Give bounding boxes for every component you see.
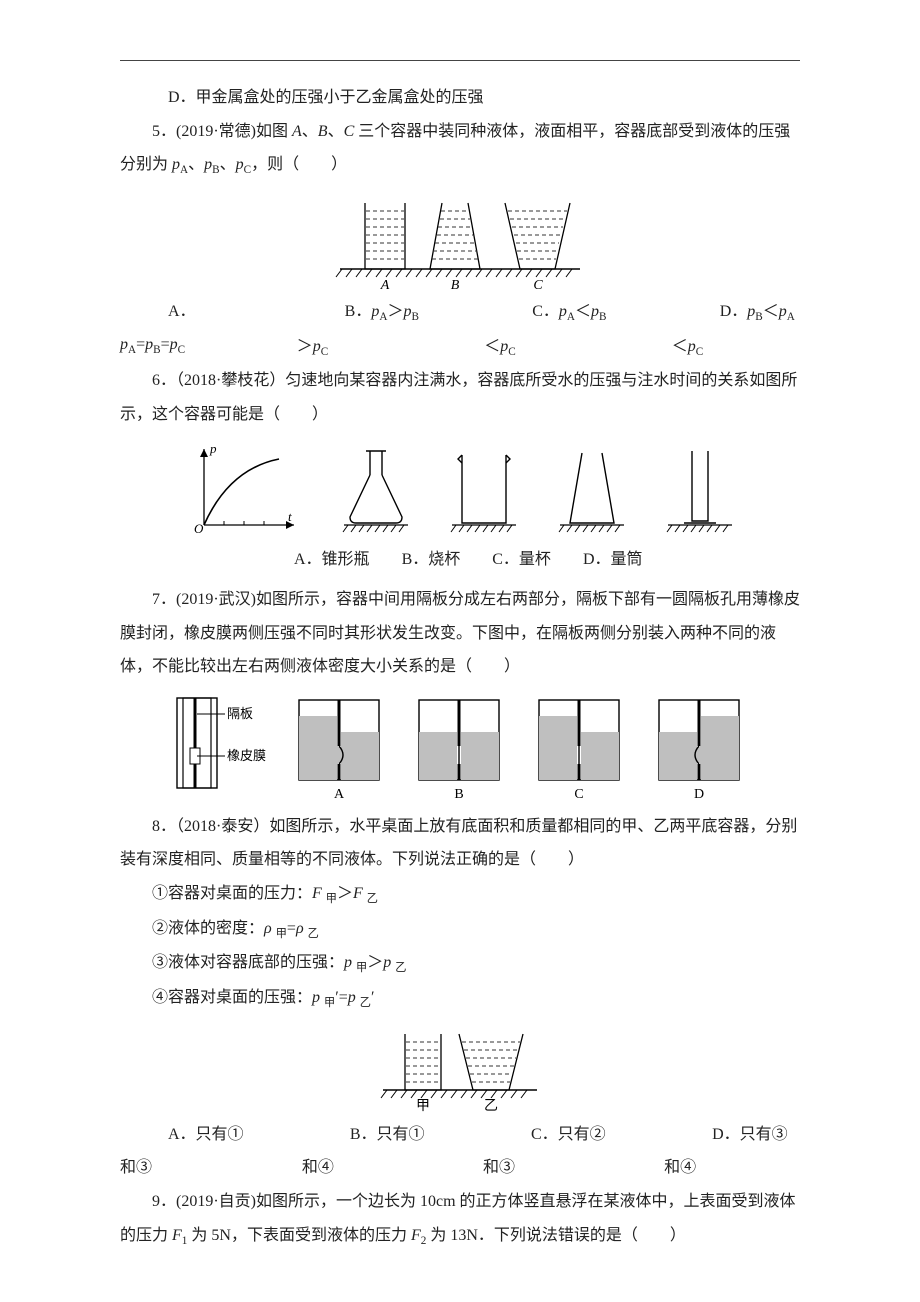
line-d-option: D．甲金属盒处的压强小于乙金属盒处的压强 (120, 81, 800, 115)
svg-text:乙: 乙 (484, 1098, 498, 1114)
page: D．甲金属盒处的压强小于乙金属盒处的压强 5．(2019·常德)如图 A、B、C… (0, 0, 920, 1302)
q6-opt-c: C．量杯 (492, 543, 551, 577)
q7-row: 隔板 橡皮膜 A B (120, 692, 800, 802)
q8-opt-b: B．只有①和④ (302, 1118, 437, 1185)
q6-cup-icon (556, 439, 628, 535)
q8-s1: ①容器对桌面的压力：F 甲＞F 乙 (120, 877, 800, 912)
q7-stem: 7．(2019·武汉)如图所示，容器中间用隔板分成左右两部分，隔板下部有一圆隔板… (120, 583, 800, 684)
q5-options: A．pA=pB=pC B．pA＞pB＞pC C．pA＜pB＜pC D．pB＜pA… (120, 295, 800, 364)
q7-panel-c: C (529, 692, 629, 802)
q8-options: A．只有①和③ B．只有①和④ C．只有②和③ D．只有③和④ (120, 1118, 800, 1185)
q8-s3: ③液体对容器底部的压强：p 甲＞p 乙 (120, 946, 800, 981)
svg-text:A: A (334, 787, 345, 802)
q8-s4: ④容器对桌面的压强：p 甲′=p 乙′ (120, 981, 800, 1016)
svg-text:甲: 甲 (416, 1099, 430, 1114)
q7-legend-icon: 隔板 橡皮膜 (171, 692, 269, 802)
q9-stem: 9．(2019·自贡)如图所示，一个边长为 10cm 的正方体竖直悬浮在某液体中… (120, 1185, 800, 1253)
svg-text:C: C (533, 278, 543, 291)
q5-opt-b: B．pA＞pB＞pC (297, 295, 425, 364)
q8-diagram: 甲 乙 (375, 1024, 545, 1114)
q6-flask-icon (340, 439, 412, 535)
q6-opt-d: D．量筒 (583, 543, 643, 577)
q7-panel-b: B (409, 692, 509, 802)
q8-s2: ②液体的密度：ρ 甲=ρ 乙 (120, 912, 800, 947)
q6-beaker-icon (448, 439, 520, 535)
q5-diagram: A B C (330, 191, 590, 291)
svg-text:隔板: 隔板 (227, 706, 253, 721)
q6-cylinder-icon (664, 439, 736, 535)
q5-opt-d: D．pB＜pA＜pC (672, 295, 800, 364)
q6-opt-a: A．锥形瓶 (294, 543, 370, 577)
q6-row: p t O (120, 439, 800, 535)
q6-opt-b: B．烧杯 (402, 543, 461, 577)
svg-text:A: A (380, 278, 390, 291)
q8-opt-d: D．只有③和④ (664, 1118, 800, 1185)
svg-text:p: p (209, 441, 217, 456)
top-rule (120, 60, 800, 61)
q6-options: A．锥形瓶 B．烧杯 C．量杯 D．量筒 (120, 543, 800, 577)
q5-opt-a: A．pA=pB=pC (120, 295, 237, 364)
q6-stem: 6．（2018·攀枝花）匀速地向某容器内注满水，容器底所受水的压强与注水时间的关… (120, 364, 800, 431)
svg-text:B: B (454, 787, 463, 802)
svg-text:O: O (194, 521, 204, 535)
q7-panel-a: A (289, 692, 389, 802)
svg-text:t: t (288, 509, 292, 524)
q8-opt-c: C．只有②和③ (483, 1118, 618, 1185)
q8-opt-a: A．只有①和③ (120, 1118, 256, 1185)
q5-opt-c: C．pA＜pB＜pC (484, 295, 612, 364)
q6-graph: p t O (184, 439, 304, 535)
svg-text:D: D (694, 787, 704, 802)
q5-stem: 5．(2019·常德)如图 A、B、C 三个容器中装同种液体，液面相平，容器底部… (120, 115, 800, 183)
svg-text:B: B (451, 278, 460, 291)
svg-text:橡皮膜: 橡皮膜 (227, 748, 266, 763)
q7-panel-d: D (649, 692, 749, 802)
svg-text:C: C (574, 787, 583, 802)
q8-stem: 8．（2018·泰安）如图所示，水平桌面上放有底面积和质量都相同的甲、乙两平底容… (120, 810, 800, 877)
